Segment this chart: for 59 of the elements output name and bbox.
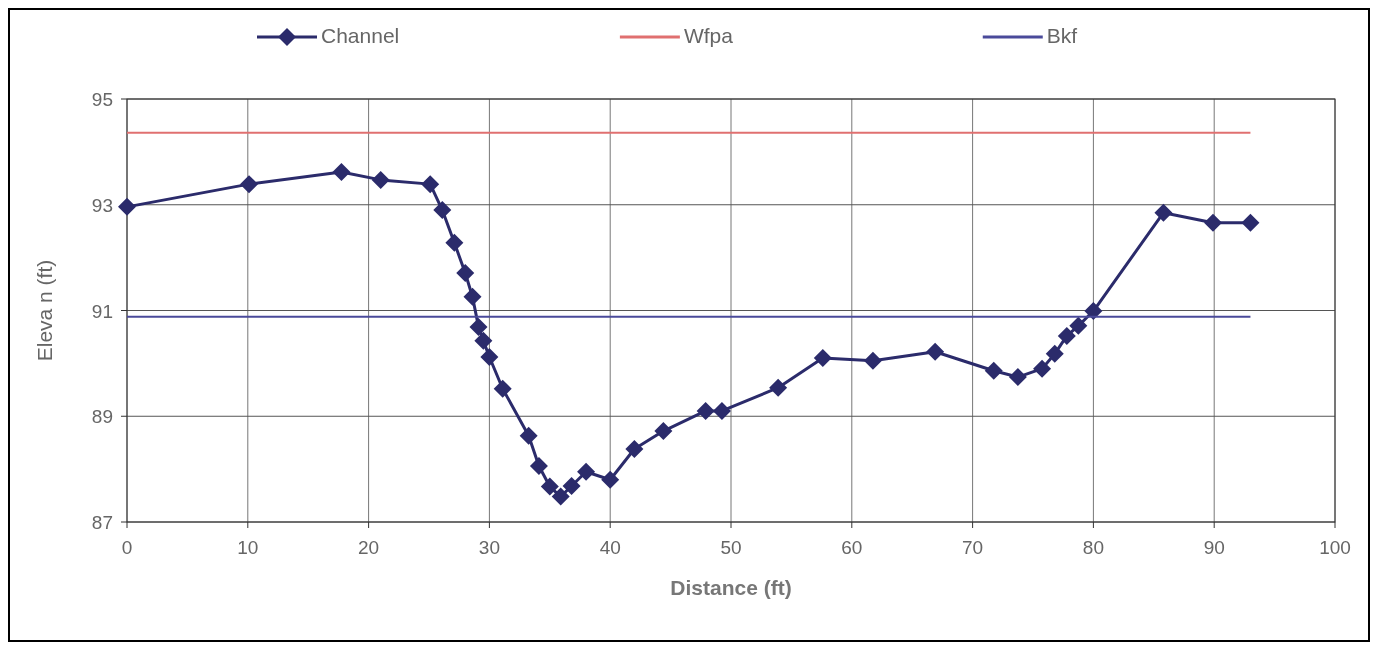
point: [1033, 359, 1052, 378]
point: [445, 233, 464, 252]
point: [1203, 213, 1222, 232]
point: [712, 401, 731, 420]
point: [1057, 326, 1076, 345]
x-tick-label: 30: [478, 537, 500, 558]
x-tick-label: 0: [121, 537, 133, 558]
point: [863, 351, 882, 370]
y-tick-label: 93: [91, 194, 113, 216]
point: [421, 175, 440, 194]
legend-label: Wfpa: [683, 24, 734, 47]
point: [529, 456, 548, 475]
point: [813, 349, 832, 368]
y-tick-label: 87: [91, 512, 113, 533]
point: [433, 201, 452, 220]
point: [1045, 344, 1064, 363]
x-tick-label: 40: [599, 537, 621, 558]
x-tick-label: 100: [1319, 537, 1351, 558]
point: [601, 470, 620, 489]
point: [577, 462, 596, 481]
y-tick-label: 95: [91, 89, 113, 110]
point: [371, 170, 390, 189]
point: [240, 175, 259, 194]
point: [1241, 213, 1260, 232]
x-axis-title: Distance (ft): [670, 576, 792, 599]
point: [1008, 368, 1027, 387]
y-axis-title: Eleva n (ft): [33, 259, 56, 362]
point: [1069, 316, 1088, 335]
point: [493, 379, 512, 398]
point: [625, 440, 644, 459]
legend-label: Bkf: [1046, 24, 1078, 47]
x-tick-label: 20: [358, 537, 380, 558]
point: [562, 477, 581, 496]
point: [332, 162, 351, 181]
point: [696, 401, 715, 420]
point: [456, 263, 475, 282]
x-tick-label: 60: [841, 537, 863, 558]
y-tick-label: 89: [91, 406, 113, 428]
x-tick-label: 80: [1082, 537, 1104, 558]
point: [654, 422, 673, 441]
x-tick-label: 10: [237, 537, 259, 558]
x-tick-label: 90: [1203, 537, 1225, 558]
point: [769, 378, 788, 397]
legend-label: Channel: [321, 24, 400, 47]
y-tick-label: 91: [91, 300, 113, 322]
point: [551, 487, 570, 506]
point: [519, 426, 538, 445]
point: [474, 331, 493, 350]
point: [1084, 302, 1103, 321]
point: [926, 342, 945, 361]
x-tick-label: 70: [962, 537, 984, 558]
point: [540, 477, 559, 496]
point: [984, 361, 1003, 380]
point: [463, 287, 482, 306]
point: [1154, 203, 1173, 222]
point: [480, 348, 499, 367]
point: [118, 197, 136, 216]
point: [469, 317, 488, 336]
x-tick-label: 50: [720, 537, 742, 558]
